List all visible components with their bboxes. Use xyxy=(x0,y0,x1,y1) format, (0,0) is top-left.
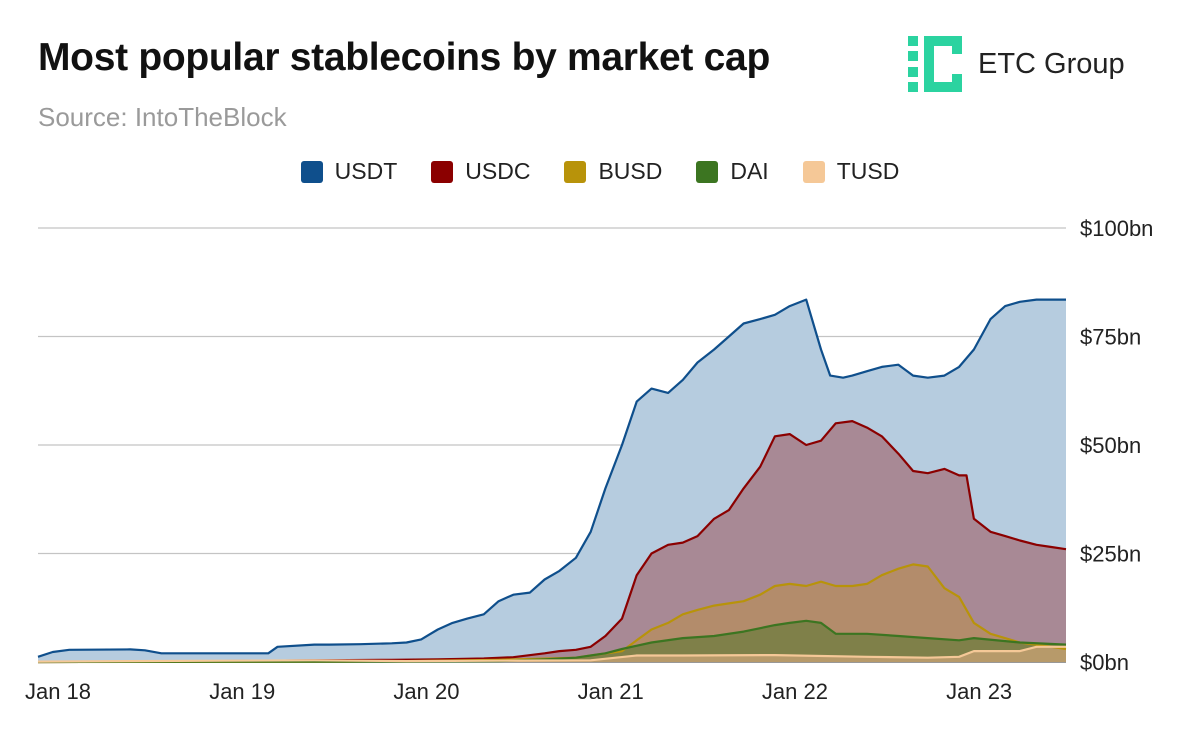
legend-swatch xyxy=(696,160,719,183)
line-usdc xyxy=(37,420,1067,664)
area-tusd xyxy=(38,646,1066,662)
line-dai xyxy=(37,619,1067,664)
line-tusd xyxy=(37,645,1066,663)
legend-item-busd: BUSD xyxy=(564,158,662,185)
chart-title: Most popular stablecoins by market cap xyxy=(38,36,770,79)
x-tick-label: Jan 22 xyxy=(762,679,828,704)
legend-item-dai: DAI xyxy=(696,158,769,185)
legend-swatch xyxy=(300,160,323,183)
area-dai xyxy=(38,620,1066,662)
y-tick-label: $75bn xyxy=(1080,325,1141,350)
chart-legend: USDT USDC BUSD DAI TUSD xyxy=(0,158,1200,185)
chart-subtitle: Source: IntoTheBlock xyxy=(38,102,287,132)
etc-group-logo-icon xyxy=(908,36,962,92)
brand-name: ETC Group xyxy=(978,47,1125,80)
y-tick-label: $0bn xyxy=(1080,650,1129,675)
y-tick-label: $100bn xyxy=(1080,216,1153,241)
line-usdt xyxy=(37,298,1066,658)
legend-swatch xyxy=(431,160,454,183)
legend-swatch xyxy=(564,160,587,183)
y-tick-label: $50bn xyxy=(1080,433,1141,458)
x-tick-label: Jan 18 xyxy=(25,679,91,704)
legend-item-tusd: TUSD xyxy=(802,158,900,185)
x-tick-label: Jan 20 xyxy=(393,679,459,704)
legend-label: USDC xyxy=(465,158,531,184)
y-tick-label: $25bn xyxy=(1080,542,1141,567)
legend-label: TUSD xyxy=(836,158,900,184)
brand-logo: ETC Group xyxy=(908,36,1125,92)
legend-label: USDT xyxy=(334,158,398,184)
x-tick-label: Jan 19 xyxy=(209,679,275,704)
legend-swatch xyxy=(802,160,825,183)
legend-item-usdc: USDC xyxy=(431,158,530,185)
legend-label: BUSD xyxy=(598,158,663,184)
x-tick-label: Jan 21 xyxy=(578,679,644,704)
x-tick-label: Jan 23 xyxy=(946,679,1012,704)
legend-label: DAI xyxy=(730,158,769,184)
legend-item-usdt: USDT xyxy=(300,158,398,185)
